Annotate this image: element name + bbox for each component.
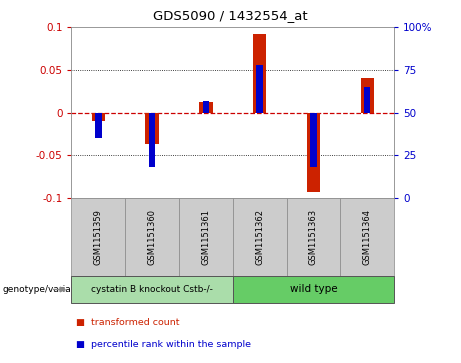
Bar [145,113,159,144]
Bar [307,113,320,192]
Text: GDS5090 / 1432554_at: GDS5090 / 1432554_at [153,9,308,22]
Text: GSM1151363: GSM1151363 [309,209,318,265]
Text: ■  percentile rank within the sample: ■ percentile rank within the sample [76,340,251,349]
Bar [310,113,317,167]
Bar [253,34,266,113]
Text: genotype/variation: genotype/variation [2,285,89,294]
Bar [95,113,101,138]
Text: GSM1151362: GSM1151362 [255,209,264,265]
Text: GSM1151361: GSM1151361 [201,209,210,265]
Text: ■  transformed count: ■ transformed count [76,318,180,327]
Text: GSM1151360: GSM1151360 [148,209,157,265]
Text: GSM1151364: GSM1151364 [363,209,372,265]
Bar [364,87,371,113]
Bar [203,101,209,113]
Bar [361,78,374,113]
Text: cystatin B knockout Cstb-/-: cystatin B knockout Cstb-/- [91,285,213,294]
Text: wild type: wild type [290,285,337,294]
Bar [149,113,155,167]
Bar [256,65,263,113]
Text: GSM1151359: GSM1151359 [94,209,103,265]
Bar [92,113,105,121]
Bar [199,102,213,113]
